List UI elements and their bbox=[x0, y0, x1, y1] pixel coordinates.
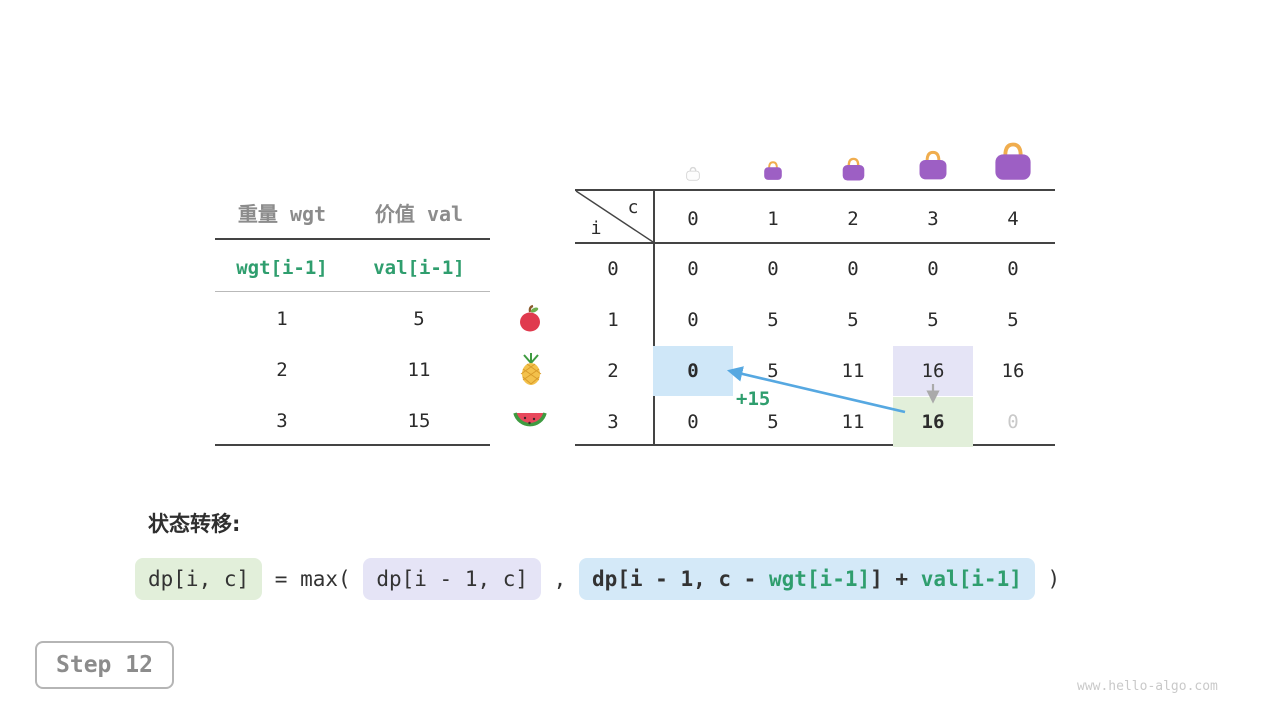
dp-col-header-3: 3 bbox=[927, 208, 939, 230]
items-var-wgt: wgt[i-1] bbox=[236, 257, 328, 279]
formula-option-take: dp[i - 1, c - wgt[i-1]] + val[i-1] bbox=[578, 558, 1035, 600]
formula-eq-max: = max( bbox=[262, 567, 364, 591]
items-col-header-weight: 重量 wgt bbox=[237, 201, 327, 226]
state-transition-label: 状态转移: bbox=[148, 512, 241, 536]
bag-small-icon bbox=[762, 160, 784, 181]
items-col-header-value: 价值 val bbox=[374, 201, 464, 226]
item-2-weight: 2 bbox=[276, 359, 288, 381]
bag-large-icon bbox=[916, 149, 950, 181]
dp-cell-r3-c4: 0 bbox=[1007, 411, 1019, 433]
formula-take-mid: ] + bbox=[870, 567, 921, 591]
dp-col-header-0: 0 bbox=[687, 208, 699, 230]
item-3-value: 15 bbox=[407, 410, 431, 432]
formula-comma: , bbox=[541, 567, 579, 591]
dp-cell-r3-c0: 0 bbox=[687, 411, 699, 433]
formula-take-val: val[i-1] bbox=[920, 567, 1022, 591]
dp-cell-r1-c4: 5 bbox=[1007, 309, 1019, 331]
dp-col-header-2: 2 bbox=[847, 208, 859, 230]
dp-cell-r2-c2: 11 bbox=[841, 360, 865, 382]
formula-take-wgt: wgt[i-1] bbox=[768, 567, 871, 591]
formula-take-prefix: dp[i - 1, c - bbox=[591, 567, 769, 591]
bag-empty-icon bbox=[685, 166, 701, 181]
dp-row-header-1: 1 bbox=[607, 309, 619, 331]
dp-cell-r0-c4: 0 bbox=[1007, 258, 1019, 280]
dp-corner-col-var: c bbox=[627, 196, 639, 218]
dp-cell-r2-c0: 0 bbox=[653, 346, 733, 396]
watermark: www.hello-algo.com bbox=[1077, 679, 1218, 694]
item-1-value: 5 bbox=[413, 308, 425, 330]
dp-cell-r1-c1: 5 bbox=[767, 309, 779, 331]
dp-col-header-1: 1 bbox=[767, 208, 779, 230]
formula-close-paren: ) bbox=[1034, 567, 1061, 591]
bag-xlarge-icon bbox=[991, 140, 1035, 182]
dp-row-header-3: 3 bbox=[607, 411, 619, 433]
dp-cell-r2-c4: 16 bbox=[1001, 360, 1025, 382]
dp-row-label-divider bbox=[653, 189, 655, 446]
formula-dp-current: dp[i, c] bbox=[135, 558, 263, 600]
formula-option-skip: dp[i - 1, c] bbox=[363, 558, 542, 600]
pineapple-icon bbox=[517, 350, 545, 386]
dp-col-header-4: 4 bbox=[1007, 208, 1019, 230]
apple-icon bbox=[514, 302, 546, 334]
dp-cell-r0-c0: 0 bbox=[687, 258, 699, 280]
dp-cell-r0-c3: 0 bbox=[927, 258, 939, 280]
dp-cell-r0-c1: 0 bbox=[767, 258, 779, 280]
dp-row-header-0: 0 bbox=[607, 258, 619, 280]
dp-cell-r2-c3: 16 bbox=[893, 346, 973, 396]
dp-cell-r3-c1: 5 bbox=[767, 411, 779, 433]
dp-row-header-2: 2 bbox=[607, 360, 619, 382]
dp-corner-row-var: i bbox=[590, 217, 602, 239]
item-1-weight: 1 bbox=[276, 308, 288, 330]
dp-top-border bbox=[575, 189, 1055, 191]
watermelon-icon bbox=[511, 406, 549, 434]
dp-cell-r3-c3: 16 bbox=[893, 397, 973, 447]
items-var-divider bbox=[215, 291, 490, 292]
step-counter-badge: Step 12 bbox=[35, 641, 174, 689]
items-header-divider bbox=[215, 238, 490, 240]
bag-medium-icon bbox=[840, 156, 867, 182]
dp-bottom-border bbox=[575, 444, 1055, 446]
dp-cell-r1-c3: 5 bbox=[927, 309, 939, 331]
dp-cell-r1-c0: 0 bbox=[687, 309, 699, 331]
dp-cell-r1-c2: 5 bbox=[847, 309, 859, 331]
items-bottom-divider bbox=[215, 444, 490, 446]
dp-cell-r3-c2: 11 bbox=[841, 411, 865, 433]
items-var-val: val[i-1] bbox=[373, 257, 465, 279]
state-transition-formula: dp[i, c] = max( dp[i - 1, c] , dp[i - 1,… bbox=[135, 558, 1060, 600]
item-2-value: 11 bbox=[407, 359, 431, 381]
dp-header-divider bbox=[575, 242, 1055, 244]
arrow-add-value-label: +15 bbox=[736, 388, 771, 410]
dp-cell-r0-c2: 0 bbox=[847, 258, 859, 280]
item-3-weight: 3 bbox=[276, 410, 288, 432]
